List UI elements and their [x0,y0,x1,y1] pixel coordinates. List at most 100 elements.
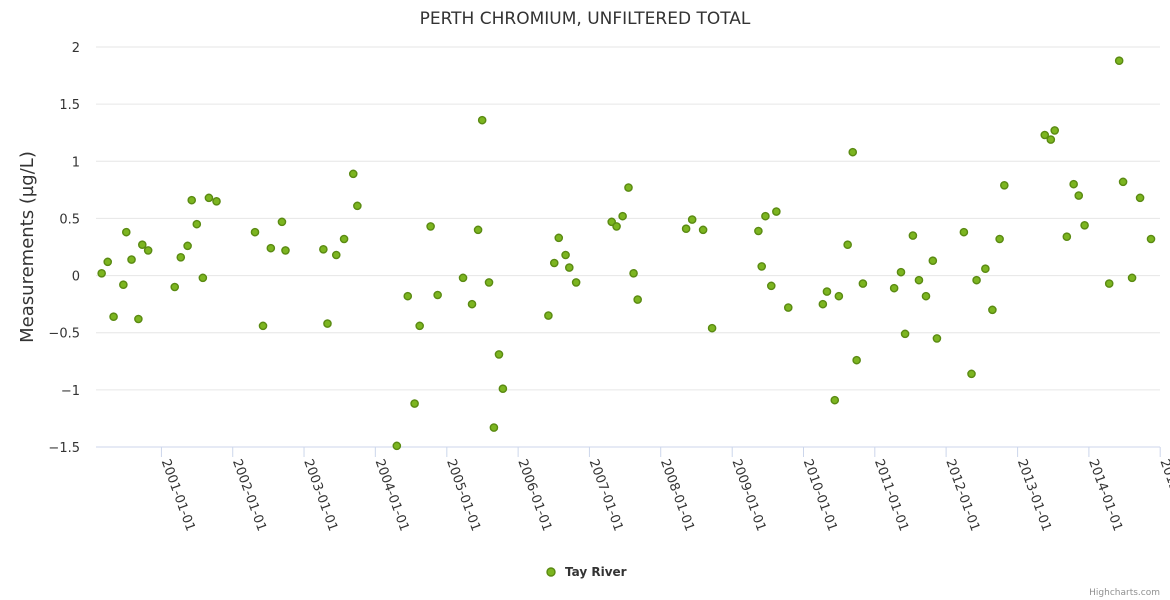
data-point[interactable] [1135,193,1145,203]
data-point[interactable] [783,303,793,312]
data-point[interactable] [127,255,136,264]
data-point[interactable] [489,423,499,432]
data-point[interactable] [1046,135,1056,144]
data-point[interactable] [143,246,153,255]
data-point[interactable] [858,279,868,288]
data-point[interactable] [121,227,131,237]
data-point[interactable] [822,287,832,296]
data-point[interactable] [1074,191,1084,200]
data-point[interactable] [277,217,287,227]
data-point[interactable] [119,280,128,290]
data-point[interactable] [921,291,931,301]
data-point[interactable] [1114,56,1124,66]
data-point[interactable] [565,263,574,272]
data-point[interactable] [204,193,214,203]
data-point[interactable] [843,240,852,250]
data-point[interactable] [571,278,581,287]
data-point[interactable] [258,321,268,331]
data-point[interactable] [612,222,621,231]
data-point[interactable] [458,273,468,283]
data-point[interactable] [766,281,776,291]
data-point[interactable] [698,225,708,235]
data-point[interactable] [477,115,487,125]
data-point[interactable] [914,275,924,285]
data-point[interactable] [549,258,559,268]
data-point[interactable] [967,369,976,379]
data-point[interactable] [754,226,763,236]
data-point[interactable] [1146,234,1156,244]
data-point[interactable] [250,227,260,237]
data-point[interactable] [554,233,564,243]
data-point[interactable] [1069,179,1078,189]
data-point[interactable] [170,282,180,292]
data-point[interactable] [134,314,143,324]
data-point[interactable] [403,291,413,301]
data-point[interactable] [339,234,349,244]
credits-link[interactable]: Highcharts.com [1089,588,1160,598]
data-point[interactable] [415,321,424,331]
data-point[interactable] [757,262,767,271]
data-point[interactable] [1118,177,1128,187]
data-point[interactable] [183,241,192,251]
data-point[interactable] [1127,273,1137,283]
data-point[interactable] [681,224,691,234]
data-point[interactable] [498,384,508,394]
data-point[interactable] [192,219,202,229]
data-point[interactable] [494,350,504,359]
data-point[interactable] [97,268,106,278]
data-point[interactable] [707,323,717,333]
data-point[interactable] [932,334,942,343]
data-point[interactable] [266,243,276,253]
data-point[interactable] [908,231,918,240]
data-point[interactable] [772,207,781,216]
data-point[interactable] [433,290,442,300]
legend-symbol[interactable] [546,567,556,577]
data-point[interactable] [103,257,113,267]
data-point[interactable] [972,275,981,285]
data-point[interactable] [1062,232,1072,242]
data-point[interactable] [900,329,910,339]
data-point[interactable] [959,227,969,237]
data-point[interactable] [212,196,221,206]
data-point[interactable] [544,311,553,320]
data-point[interactable] [618,211,627,221]
data-point[interactable] [467,299,477,309]
data-point[interactable] [137,240,147,250]
data-point[interactable] [633,295,642,304]
data-point[interactable] [392,441,402,451]
data-point[interactable] [281,246,290,255]
data-point[interactable] [109,312,118,322]
data-point[interactable] [1040,130,1050,140]
data-point[interactable] [484,278,494,287]
data-point[interactable] [410,399,419,408]
data-point[interactable] [426,222,435,231]
legend[interactable]: Tay River [546,565,627,579]
data-point[interactable] [830,395,840,405]
data-point[interactable] [319,244,328,254]
data-point[interactable] [1104,279,1114,288]
data-point[interactable] [988,305,997,315]
data-point[interactable] [761,211,770,221]
data-point[interactable] [348,169,358,179]
legend-item-tay-river[interactable]: Tay River [565,565,627,579]
data-point[interactable] [834,291,844,301]
data-point[interactable] [1050,126,1060,135]
data-point[interactable] [473,225,483,235]
data-point[interactable] [323,319,332,328]
data-point[interactable] [331,250,341,260]
data-point[interactable] [896,267,906,277]
data-point[interactable] [981,264,990,274]
data-point[interactable] [848,147,858,157]
data-point[interactable] [687,215,697,224]
data-point[interactable] [187,195,197,205]
data-point[interactable] [889,283,899,293]
data-point[interactable] [353,201,362,211]
data-point[interactable] [198,273,208,283]
data-point[interactable] [818,299,828,309]
data-point[interactable] [852,355,861,365]
data-point[interactable] [928,256,938,266]
data-point[interactable] [1080,220,1089,230]
data-point[interactable] [176,252,186,262]
data-point[interactable] [624,183,633,192]
data-point[interactable] [995,234,1004,244]
